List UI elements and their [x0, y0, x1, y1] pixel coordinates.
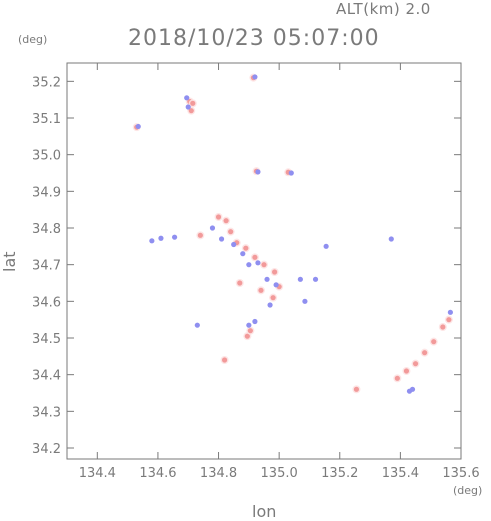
positive-echo-point [237, 280, 243, 286]
positive-echo-point [422, 350, 428, 356]
y-tick-label: 34.3 [32, 405, 61, 420]
negative-echo-point [231, 241, 237, 248]
y-tick-label: 34.4 [32, 369, 61, 384]
axis-ticks: 134.4 134.6 134.8 135.0 135.2 135.4 135.6 34.2 3… [32, 63, 480, 481]
negative-echo-point [184, 95, 190, 101]
positive-echo-point [188, 108, 194, 114]
negative-echo-point [252, 74, 258, 80]
y-tick-label: 35.2 [32, 75, 61, 90]
positive-echo-point [403, 368, 410, 374]
y-tick-label: 34.9 [32, 185, 61, 200]
positive-echo-point [272, 269, 278, 275]
negative-echo-point [252, 318, 258, 325]
positive-echo-point [394, 375, 400, 381]
negative-echo-point [135, 123, 141, 130]
negative-echo-point [288, 170, 294, 176]
y-tick-label: 35.0 [32, 149, 61, 164]
positive-echo-point [270, 295, 276, 301]
negative-echo-point [447, 309, 453, 315]
y-tick-label: 34.7 [32, 259, 61, 274]
positive-echo-point [412, 361, 419, 367]
negative-echo-point [240, 251, 246, 257]
negative-echo-point [194, 322, 200, 328]
negative-echo-point [255, 169, 261, 175]
x-tick-label: 135.4 [382, 466, 419, 481]
y-tick-label: 35.1 [32, 112, 61, 127]
positive-echo-point [247, 328, 253, 334]
x-tick-label: 135.6 [442, 466, 479, 481]
negative-echo-point [409, 386, 416, 392]
positive-echo-point [440, 324, 446, 330]
positive-echo-point [261, 262, 267, 268]
negative-echo-point [158, 235, 164, 241]
negative-echo-point [209, 225, 216, 231]
positive-echo-point [431, 339, 437, 345]
positive-echo-point [353, 386, 360, 392]
positive-echo-point [215, 214, 222, 220]
positive-echo-point [222, 357, 228, 363]
positive-echo-point [190, 100, 196, 106]
datetime-title: 2018/10/23 05:07:00 [128, 26, 380, 51]
positive-echo-point [252, 254, 258, 260]
x-tick-label: 135.0 [261, 466, 298, 481]
x-tick-label: 134.6 [139, 466, 176, 481]
negative-echo-point [218, 236, 225, 242]
negative-echo-point [302, 298, 308, 304]
y-tick-label: 34.5 [32, 332, 61, 347]
y-tick-label: 34.6 [32, 295, 61, 310]
positive-echo-point [228, 229, 234, 235]
positive-echo-point [243, 245, 249, 251]
negative-echo-point [388, 236, 394, 242]
negative-echo-point [149, 238, 155, 244]
negative-echo-point [246, 322, 252, 328]
x-unit-label: (deg) [453, 484, 483, 497]
y-tick-label: 34.8 [32, 222, 61, 237]
negative-echo-point [246, 262, 252, 268]
data-marks [132, 73, 453, 394]
x-tick-label: 135.2 [321, 466, 358, 481]
positive-echo-point [197, 232, 203, 238]
x-axis-label: lon [252, 502, 277, 521]
positive-echo-point [223, 218, 229, 224]
x-tick-label: 134.4 [79, 466, 116, 481]
plot-frame [66, 62, 462, 460]
negative-echo-point [255, 260, 261, 266]
negative-echo-point [267, 302, 273, 308]
positive-echo-point [446, 317, 452, 323]
positive-echo-point [244, 333, 250, 339]
negative-echo-point [273, 282, 279, 288]
x-tick-label: 134.8 [200, 466, 237, 481]
negative-echo-point [323, 243, 329, 249]
altitude-label: ALT(km) 2.0 [336, 0, 431, 18]
negative-echo-point [312, 276, 319, 282]
negative-echo-point [185, 104, 191, 110]
y-unit-label: (deg) [18, 33, 48, 46]
negative-echo-point [297, 276, 303, 282]
negative-echo-point [264, 276, 270, 282]
y-tick-label: 34.2 [32, 442, 61, 457]
negative-echo-point [171, 234, 178, 240]
positive-echo-point [258, 287, 264, 293]
